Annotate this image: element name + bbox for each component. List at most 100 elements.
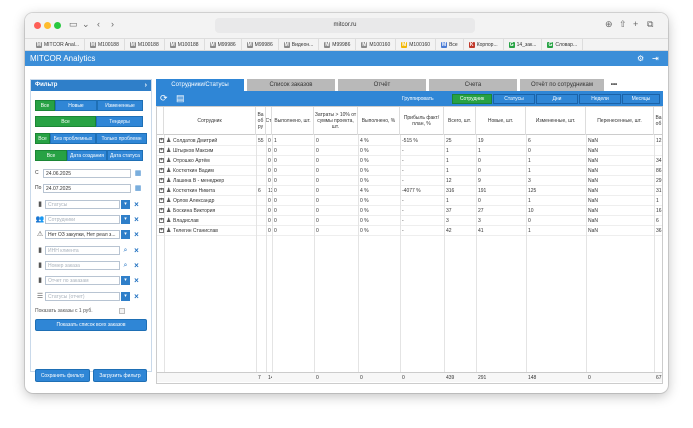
column-header[interactable]: Перенесенные, шт. bbox=[586, 107, 654, 135]
seg2-tenders-button[interactable]: Тендеры bbox=[96, 116, 143, 127]
table-row[interactable]: + ♟ Лашина В - менеджер 0 0 0 0 % -12 9 3 NaN 29 bbox=[157, 176, 662, 186]
column-header[interactable]: Ва об ру bbox=[256, 107, 266, 135]
chevron-right-icon[interactable]: › bbox=[144, 82, 147, 89]
column-header[interactable]: Всего, шт. bbox=[444, 107, 476, 135]
column-header[interactable]: Ва об bbox=[654, 107, 662, 135]
tab-employee-report[interactable]: Отчёт по сотрудникам bbox=[520, 79, 604, 91]
table-row[interactable]: + ♟ Костюткин Вадим 0 0 0 0 % -1 0 1 NaN 86 bbox=[157, 166, 662, 176]
bookmark-item[interactable]: M M100160 bbox=[356, 39, 397, 50]
table-row[interactable]: + ♟ Боскина Виктория 0 0 0 0 % -37 27 10 NaN 16 bbox=[157, 206, 662, 216]
bookmark-item[interactable]: M MITCOR Anal... bbox=[31, 39, 86, 50]
tab-invoices[interactable]: Счета bbox=[429, 79, 517, 91]
chevron-down-icon[interactable]: ▾ bbox=[121, 229, 130, 239]
clear-icon[interactable]: × bbox=[134, 275, 139, 285]
tab-overview-icon[interactable]: ⧉ bbox=[647, 19, 654, 29]
close-window-button[interactable] bbox=[34, 22, 41, 29]
table-row[interactable]: + ♟ Орлов Александр 0 0 0 0 % -1 0 1 NaN 1 bbox=[157, 196, 662, 206]
save-filter-button[interactable]: Сохранить фильтр bbox=[35, 369, 90, 382]
seg4-status-date-button[interactable]: Дата статуса bbox=[107, 150, 143, 161]
bookmark-item[interactable]: M Видеон... bbox=[279, 39, 320, 50]
load-filter-button[interactable]: Загрузить фильтр bbox=[93, 369, 147, 382]
forward-icon[interactable]: › bbox=[111, 19, 114, 29]
table-row[interactable]: + ♟ Владислав 0 0 0 0 % -3 3 0 NaN 6 bbox=[157, 216, 662, 226]
show-all-orders-button[interactable]: Показать список всех заказов bbox=[35, 319, 147, 331]
bookmark-item[interactable]: G Словар... bbox=[542, 39, 584, 50]
chevron-down-icon[interactable]: ▾ bbox=[121, 291, 130, 301]
column-header[interactable]: Сотрудник bbox=[164, 107, 256, 135]
seg1-new-button[interactable]: Новые bbox=[55, 100, 97, 111]
problems-select[interactable]: Нет ОЗ закупки, Нет реал з... bbox=[45, 229, 120, 239]
column-header[interactable]: Новые, шт. bbox=[476, 107, 526, 135]
expand-row-icon[interactable]: + bbox=[159, 207, 164, 214]
column-header[interactable]: Прибыль факт/план, % bbox=[400, 107, 444, 135]
tab-report[interactable]: Отчёт bbox=[338, 79, 426, 91]
clear-icon[interactable]: × bbox=[134, 245, 139, 255]
column-header[interactable]: Ст bbox=[266, 107, 272, 135]
seg3-no-problem-button[interactable]: Без проблемных bbox=[50, 133, 96, 144]
bookmark-item[interactable]: M M99986 bbox=[319, 39, 357, 50]
date-from-input[interactable]: 24.06.2025 bbox=[43, 168, 131, 178]
expand-row-icon[interactable]: + bbox=[159, 147, 164, 154]
bookmark-item[interactable]: M M100188 bbox=[165, 39, 205, 50]
search-icon[interactable]: ⌕ bbox=[123, 246, 128, 254]
column-header[interactable] bbox=[157, 107, 164, 135]
seg1-changed-button[interactable]: Измененные bbox=[97, 100, 143, 111]
bookmark-item[interactable]: M M99986 bbox=[205, 39, 242, 50]
seg3-only-problem-button[interactable]: Только проблемн bbox=[96, 133, 147, 144]
expand-row-icon[interactable]: + bbox=[159, 137, 164, 144]
bookmark-item[interactable]: G 14_зак... bbox=[504, 39, 543, 50]
employees-select[interactable]: Сотрудники bbox=[45, 214, 120, 224]
bookmark-item[interactable]: M M100160 bbox=[396, 39, 437, 50]
chevron-down-icon[interactable]: ▾ bbox=[121, 199, 130, 209]
calendar-icon[interactable]: ▦ bbox=[134, 184, 142, 192]
clear-icon[interactable]: × bbox=[134, 260, 139, 270]
table-row[interactable]: + ♟ Телегин Станислав 0 0 0 0 % -42 41 1 NaN 36 bbox=[157, 226, 662, 236]
clear-icon[interactable]: × bbox=[134, 214, 139, 224]
search-icon[interactable]: ⌕ bbox=[123, 261, 128, 269]
chevron-down-icon[interactable]: ▾ bbox=[121, 275, 130, 285]
chevron-down-icon[interactable]: ⌄ bbox=[82, 19, 90, 29]
group-employee-button[interactable]: Сотрудник bbox=[452, 94, 492, 104]
bookmark-item[interactable]: M Все bbox=[436, 39, 464, 50]
download-icon[interactable]: ⊕ bbox=[605, 19, 613, 29]
seg3-all-button[interactable]: Все bbox=[35, 133, 50, 144]
seg4-created-button[interactable]: Дата создания bbox=[67, 150, 107, 161]
column-header[interactable]: Выполнено, шт. bbox=[272, 107, 314, 135]
order-number-input[interactable]: Номер заказа bbox=[45, 260, 120, 270]
clear-icon[interactable]: × bbox=[134, 229, 139, 239]
report-statuses-select[interactable]: Статусы (отчет) bbox=[45, 291, 120, 301]
calendar-icon[interactable]: ▦ bbox=[134, 169, 142, 177]
expand-row-icon[interactable]: + bbox=[159, 177, 164, 184]
seg2-all-button[interactable]: Все bbox=[35, 116, 96, 127]
minimize-window-button[interactable] bbox=[44, 22, 51, 29]
share-icon[interactable]: ⇧ bbox=[619, 19, 627, 29]
gear-icon[interactable]: ⚙ bbox=[637, 54, 645, 63]
sidebar-toggle-icon[interactable]: ▭ bbox=[69, 19, 78, 29]
zoom-window-button[interactable] bbox=[54, 22, 61, 29]
export-document-icon[interactable]: ▤ bbox=[176, 93, 185, 103]
show-orders-checkbox[interactable] bbox=[119, 308, 125, 314]
table-row[interactable]: + ♟ Отрошко Артём 0 0 0 0 % -1 0 1 NaN 34 bbox=[157, 156, 662, 166]
chevron-down-icon[interactable]: ▾ bbox=[121, 214, 130, 224]
column-header[interactable]: Измененные, шт. bbox=[526, 107, 586, 135]
group-months-button[interactable]: Месяцы bbox=[622, 94, 660, 104]
tab-employees-statuses[interactable]: Сотрудники/Статусы bbox=[156, 79, 244, 91]
column-header[interactable]: Затраты > 10% от суммы проекта, шт. bbox=[314, 107, 358, 135]
clear-icon[interactable]: × bbox=[134, 199, 139, 209]
address-bar[interactable]: mitcor.ru bbox=[215, 18, 475, 33]
bookmark-item[interactable]: M M100188 bbox=[125, 39, 165, 50]
statuses-select[interactable]: Статусы bbox=[45, 199, 120, 209]
clear-icon[interactable]: × bbox=[134, 291, 139, 301]
table-row[interactable]: +♟ Костюткин Никита613004 %-4077 %316191… bbox=[157, 186, 662, 196]
report-orders-select[interactable]: Отчет по заказам bbox=[45, 275, 120, 285]
group-statuses-button[interactable]: Статусы bbox=[493, 94, 535, 104]
bookmark-item[interactable]: M M99986 bbox=[242, 39, 279, 50]
refresh-icon[interactable]: ⟳ bbox=[160, 93, 168, 103]
bookmark-item[interactable]: K Корпор... bbox=[464, 39, 504, 50]
inn-input[interactable]: ИНН клиента bbox=[45, 245, 120, 255]
new-tab-icon[interactable]: + bbox=[633, 19, 639, 29]
expand-row-icon[interactable]: + bbox=[159, 227, 164, 234]
expand-row-icon[interactable]: + bbox=[159, 157, 164, 164]
more-tabs-icon[interactable]: ••• bbox=[610, 82, 618, 88]
column-header[interactable]: Выполнено, % bbox=[358, 107, 400, 135]
